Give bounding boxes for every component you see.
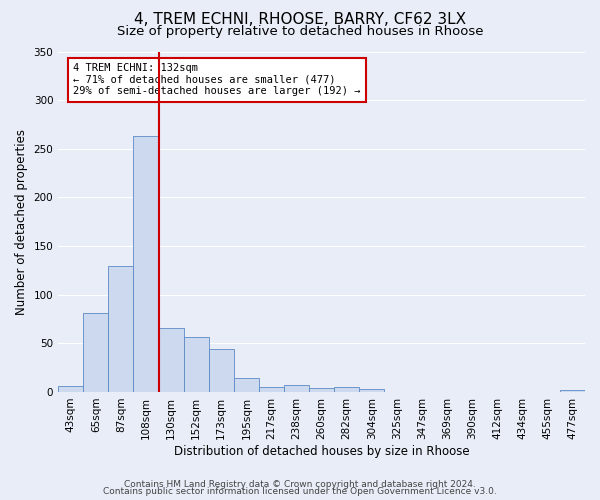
- Text: 4, TREM ECHNI, RHOOSE, BARRY, CF62 3LX: 4, TREM ECHNI, RHOOSE, BARRY, CF62 3LX: [134, 12, 466, 28]
- Text: Contains public sector information licensed under the Open Government Licence v3: Contains public sector information licen…: [103, 487, 497, 496]
- Bar: [133, 136, 158, 392]
- Bar: [284, 385, 309, 392]
- Bar: [234, 378, 259, 392]
- Bar: [560, 390, 585, 392]
- Bar: [309, 388, 334, 392]
- X-axis label: Distribution of detached houses by size in Rhoose: Distribution of detached houses by size …: [174, 444, 469, 458]
- Bar: [334, 387, 359, 392]
- Text: Size of property relative to detached houses in Rhoose: Size of property relative to detached ho…: [117, 25, 483, 38]
- Y-axis label: Number of detached properties: Number of detached properties: [15, 128, 28, 314]
- Bar: [359, 389, 385, 392]
- Bar: [109, 266, 133, 392]
- Text: Contains HM Land Registry data © Crown copyright and database right 2024.: Contains HM Land Registry data © Crown c…: [124, 480, 476, 489]
- Bar: [83, 313, 109, 392]
- Bar: [58, 386, 83, 392]
- Bar: [209, 349, 234, 392]
- Text: 4 TREM ECHNI: 132sqm
← 71% of detached houses are smaller (477)
29% of semi-deta: 4 TREM ECHNI: 132sqm ← 71% of detached h…: [73, 63, 361, 96]
- Bar: [158, 328, 184, 392]
- Bar: [259, 387, 284, 392]
- Bar: [184, 336, 209, 392]
